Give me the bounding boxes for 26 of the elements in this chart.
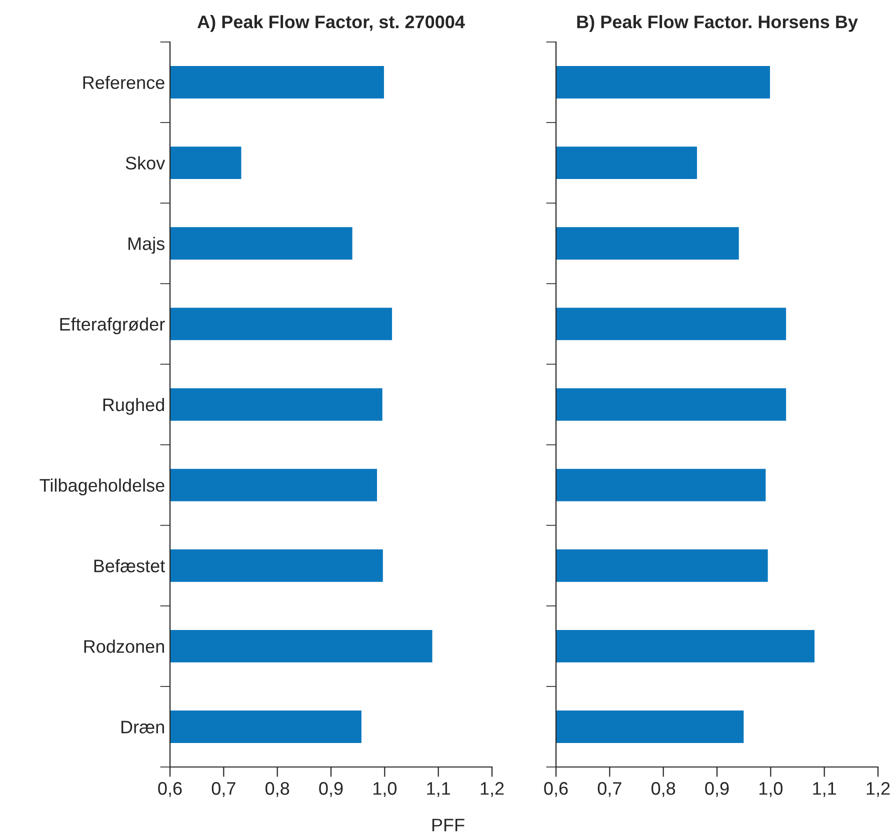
x-tick-label: 0,9	[705, 782, 729, 797]
chart-title: B) Peak Flow Factor. Horsens By	[577, 15, 858, 32]
chart-title: A) Peak Flow Factor, st. 270004	[197, 15, 465, 32]
y-tick-label: Befæstet	[94, 559, 166, 572]
x-tick-label: 1,0	[373, 782, 397, 797]
y-tick-label: Tilbageholdelse	[40, 478, 164, 496]
x-tick-label: 1,1	[427, 782, 450, 797]
x-tick-label: 0,9	[319, 782, 343, 797]
y-tick-label: Majs	[128, 236, 164, 254]
x-tick-label: 0,8	[651, 782, 676, 797]
x-tick-label: 0,7	[598, 782, 622, 797]
x-tick-label: 0,6	[544, 782, 568, 797]
y-tick-label: Rughed	[103, 398, 164, 415]
x-tick-label: 1,2	[480, 782, 504, 797]
x-tick-label: 0,6	[158, 782, 182, 797]
y-tick-label: Skov	[126, 156, 166, 170]
y-tick-label: Reference	[83, 76, 164, 89]
x-tick-label: 1,0	[759, 782, 783, 797]
x-tick-label: 0,8	[265, 782, 290, 797]
x-tick-label: 0,7	[212, 782, 236, 797]
y-tick-label: Dræn	[121, 720, 164, 734]
x-tick-label: 1,2	[866, 782, 890, 797]
y-tick-label: Efterafgrøder	[60, 317, 165, 334]
y-tick-label: Rodzonen	[84, 640, 164, 653]
x-axis-title: PFF	[432, 818, 464, 832]
x-tick-label: 1,1	[813, 782, 836, 797]
